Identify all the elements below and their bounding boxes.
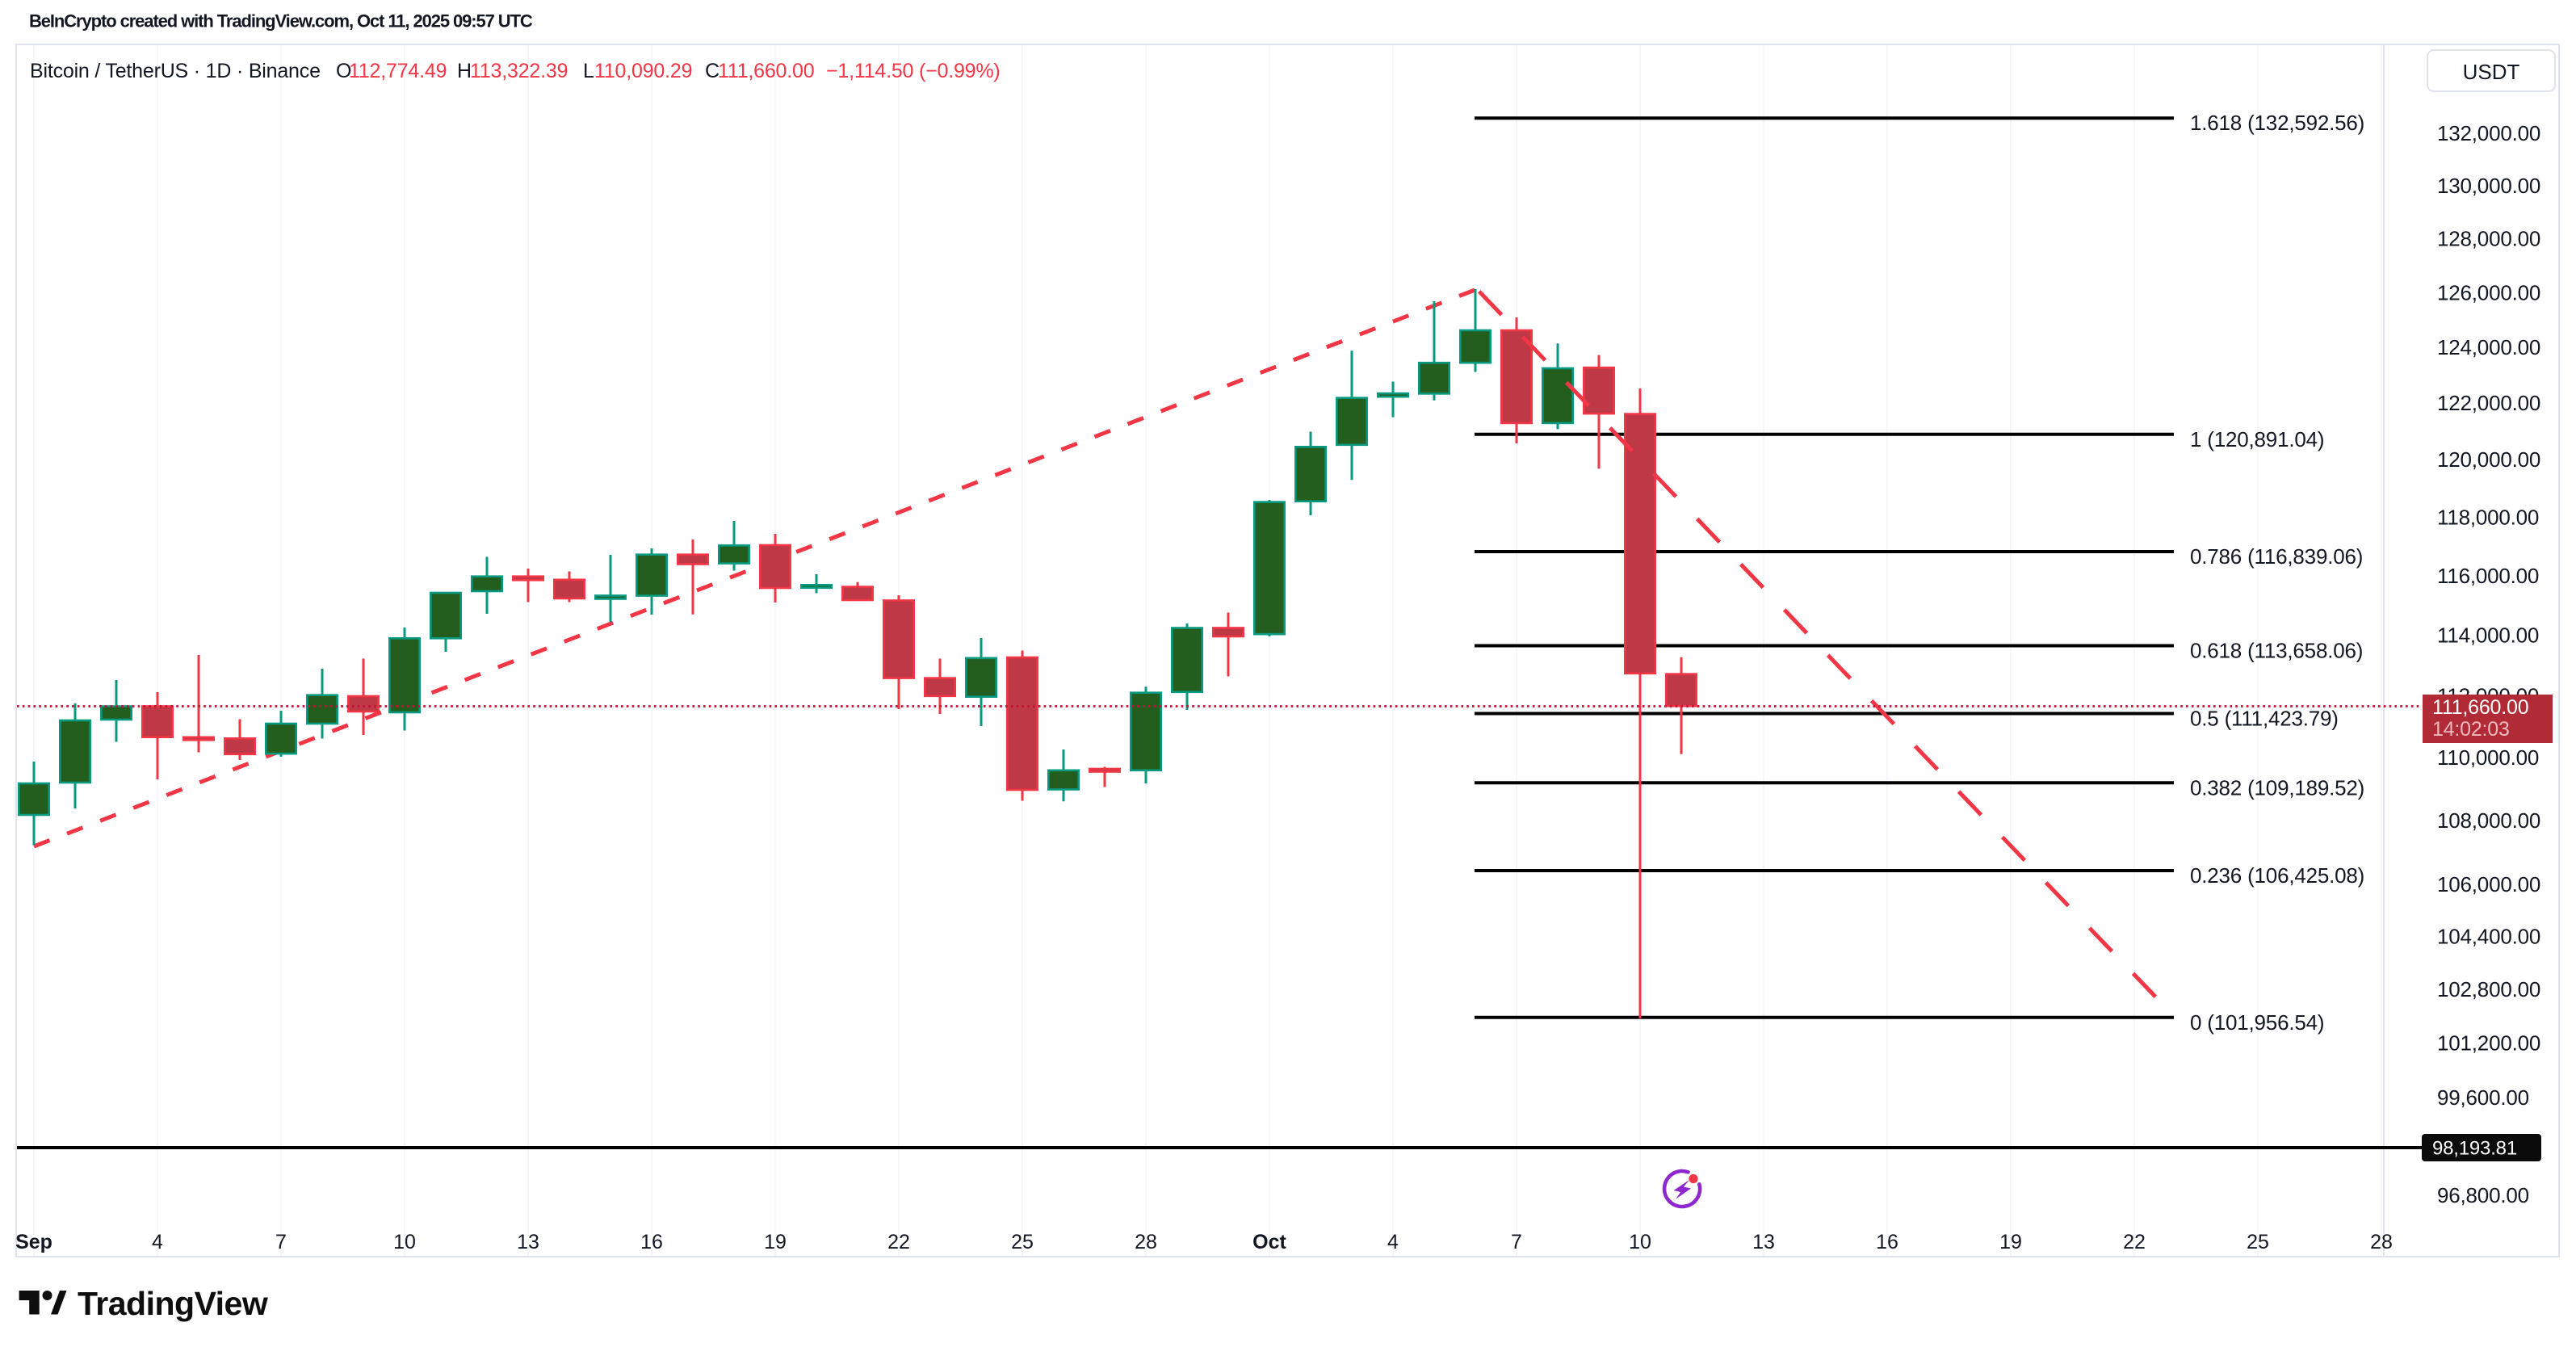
- svg-text:19: 19: [764, 1231, 787, 1253]
- svg-text:0.618 (113,658.06): 0.618 (113,658.06): [2190, 639, 2363, 663]
- svg-text:BeInCrypto created with Tradin: BeInCrypto created with TradingView.com,…: [29, 11, 533, 31]
- svg-text:10: 10: [1629, 1231, 1651, 1253]
- svg-text:10: 10: [393, 1231, 416, 1253]
- svg-text:128,000.00: 128,000.00: [2437, 227, 2540, 251]
- svg-text:25: 25: [2247, 1231, 2269, 1253]
- svg-text:0.786 (116,839.06): 0.786 (116,839.06): [2190, 544, 2363, 569]
- svg-text:28: 28: [1135, 1231, 1157, 1253]
- svg-text:99,600.00: 99,600.00: [2437, 1085, 2529, 1110]
- svg-text:16: 16: [1876, 1231, 1898, 1253]
- svg-text:Sep: Sep: [15, 1231, 52, 1253]
- svg-text:13: 13: [1752, 1231, 1775, 1253]
- svg-text:TradingView: TradingView: [78, 1285, 268, 1322]
- svg-text:0 (101,956.54): 0 (101,956.54): [2190, 1010, 2324, 1035]
- svg-text:101,200.00: 101,200.00: [2437, 1031, 2540, 1055]
- svg-text:114,000.00: 114,000.00: [2437, 623, 2539, 648]
- svg-text:0.382 (109,189.52): 0.382 (109,189.52): [2190, 775, 2364, 800]
- svg-text:22: 22: [2123, 1231, 2146, 1253]
- svg-text:96,800.00: 96,800.00: [2437, 1183, 2529, 1207]
- svg-text:1.618 (132,592.56): 1.618 (132,592.56): [2190, 111, 2364, 135]
- svg-text:118,000.00: 118,000.00: [2437, 505, 2539, 529]
- svg-text:USDT: USDT: [2463, 60, 2520, 84]
- svg-text:130,000.00: 130,000.00: [2437, 174, 2540, 198]
- svg-text:0.236 (106,425.08): 0.236 (106,425.08): [2190, 863, 2364, 888]
- svg-text:7: 7: [1511, 1231, 1522, 1253]
- svg-text:14:02:03: 14:02:03: [2432, 718, 2510, 741]
- svg-text:7: 7: [275, 1231, 287, 1253]
- svg-text:132,000.00: 132,000.00: [2437, 121, 2540, 145]
- svg-text:25: 25: [1011, 1231, 1034, 1253]
- svg-text:98,193.81: 98,193.81: [2432, 1138, 2517, 1160]
- svg-text:28: 28: [2370, 1231, 2393, 1253]
- svg-text:0.5 (111,423.79): 0.5 (111,423.79): [2190, 707, 2339, 731]
- svg-text:111,660.00: 111,660.00: [2432, 696, 2528, 719]
- svg-text:13: 13: [517, 1231, 539, 1253]
- svg-text:106,000.00: 106,000.00: [2437, 872, 2540, 896]
- svg-text:126,000.00: 126,000.00: [2437, 280, 2540, 304]
- svg-text:102,800.00: 102,800.00: [2437, 977, 2540, 1001]
- svg-text:120,000.00: 120,000.00: [2437, 447, 2540, 472]
- svg-text:110,000.00: 110,000.00: [2437, 745, 2539, 770]
- svg-text:1 (120,891.04): 1 (120,891.04): [2190, 427, 2324, 451]
- svg-text:Oct: Oct: [1252, 1231, 1286, 1253]
- svg-text:Bitcoin / TetherUS · 1D · Bina: Bitcoin / TetherUS · 1D · Binance O112,77…: [30, 60, 1001, 82]
- svg-text:104,400.00: 104,400.00: [2437, 924, 2540, 948]
- svg-text:116,000.00: 116,000.00: [2437, 564, 2539, 588]
- svg-text:124,000.00: 124,000.00: [2437, 335, 2540, 359]
- svg-text:16: 16: [640, 1231, 663, 1253]
- svg-text:4: 4: [152, 1231, 163, 1253]
- svg-text:4: 4: [1387, 1231, 1399, 1253]
- svg-text:22: 22: [887, 1231, 910, 1253]
- svg-text:19: 19: [1999, 1231, 2022, 1253]
- svg-text:108,000.00: 108,000.00: [2437, 808, 2540, 833]
- svg-text:122,000.00: 122,000.00: [2437, 391, 2540, 415]
